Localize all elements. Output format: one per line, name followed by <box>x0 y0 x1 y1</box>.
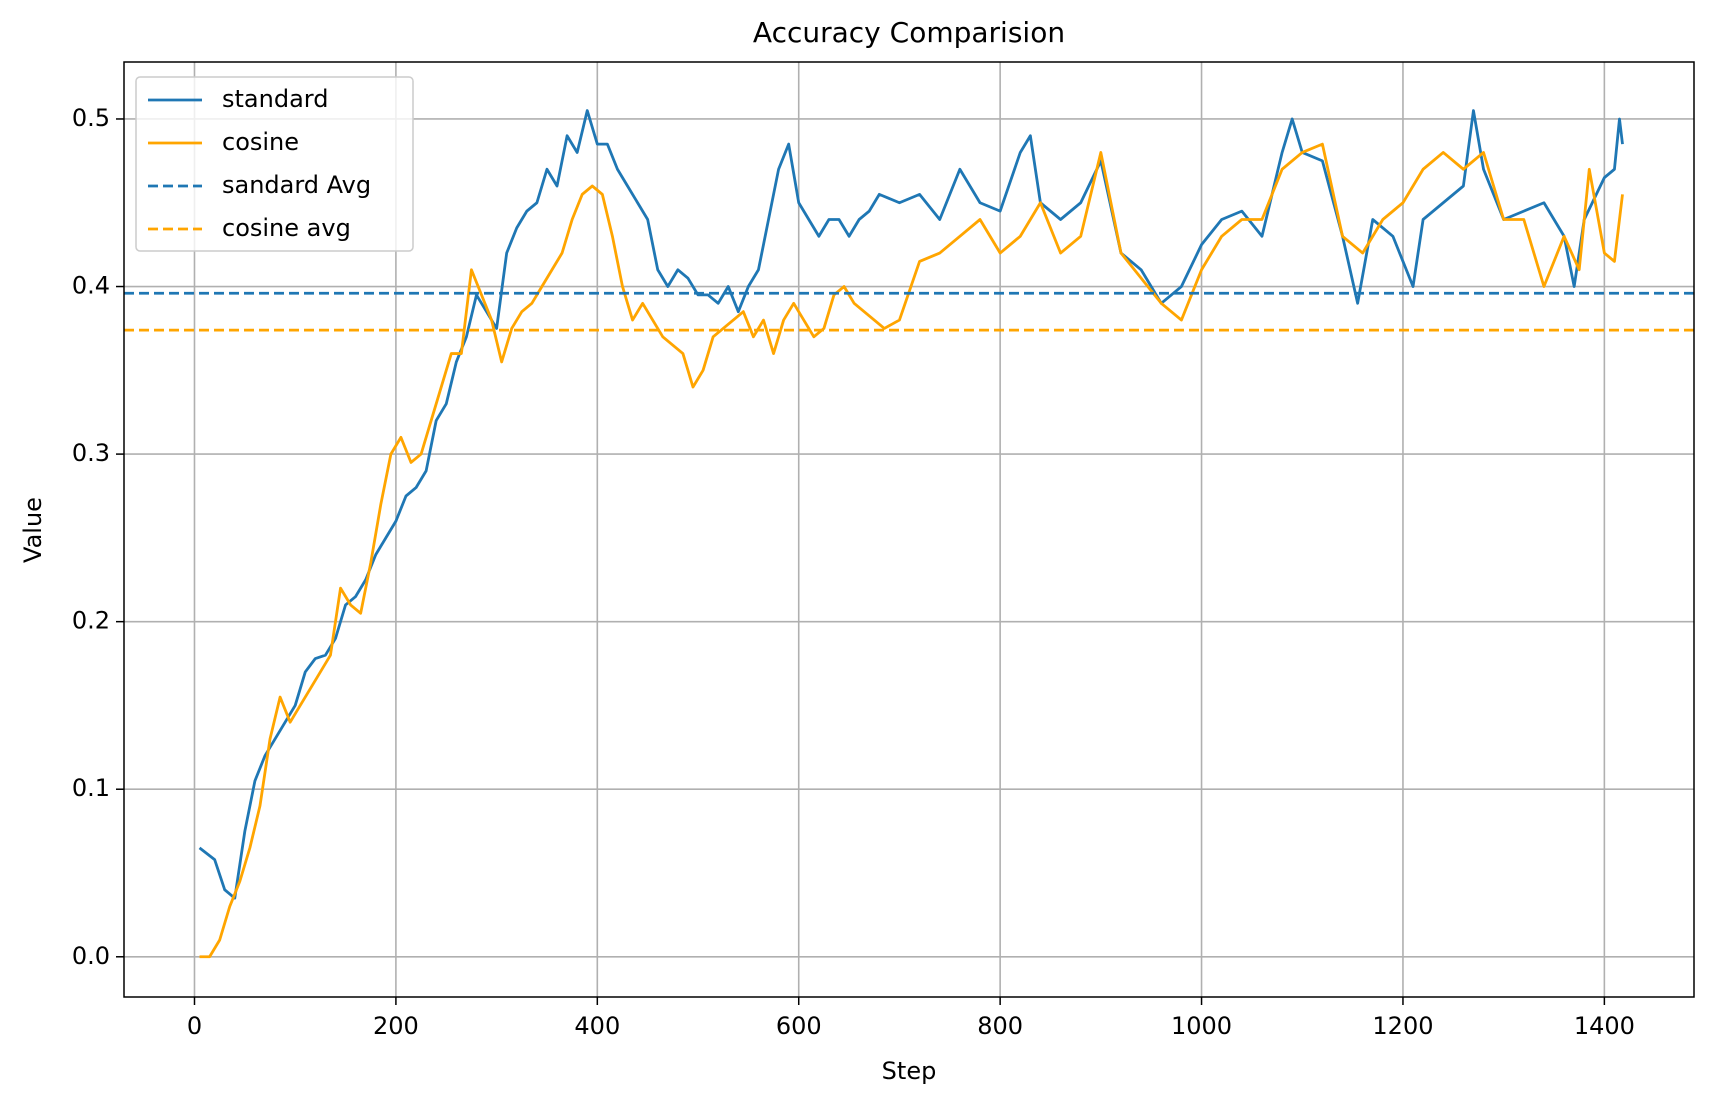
legend-box <box>135 76 414 252</box>
y-axis-label: Value <box>19 497 47 563</box>
series-line <box>199 142 1624 959</box>
x-tick-label: 1000 <box>1171 1012 1232 1040</box>
y-tick-label: 0.4 <box>72 272 110 300</box>
x-tick-label: 400 <box>574 1012 620 1040</box>
chart-title: Accuracy Comparision <box>753 16 1065 49</box>
x-tick-label: 1400 <box>1574 1012 1635 1040</box>
legend-label: standard <box>222 85 328 113</box>
x-tick-label: 600 <box>776 1012 822 1040</box>
x-tick-label: 0 <box>187 1012 202 1040</box>
legend-label: cosine <box>222 128 299 156</box>
x-tick-label: 200 <box>373 1012 419 1040</box>
y-tick-label: 0.5 <box>72 104 110 132</box>
y-tick-label: 0.2 <box>72 607 110 635</box>
x-tick-label: 800 <box>977 1012 1023 1040</box>
y-tick-label: 0.1 <box>72 774 110 802</box>
legend-label: sandard Avg <box>222 171 371 199</box>
x-axis-label: Step <box>882 1057 937 1085</box>
plot-frame <box>123 61 1695 998</box>
series-line <box>198 109 1624 900</box>
y-tick-label: 0.0 <box>72 942 110 970</box>
legend-label: cosine avg <box>222 214 351 242</box>
y-tick-label: 0.3 <box>72 439 110 467</box>
x-tick-label: 1200 <box>1372 1012 1433 1040</box>
